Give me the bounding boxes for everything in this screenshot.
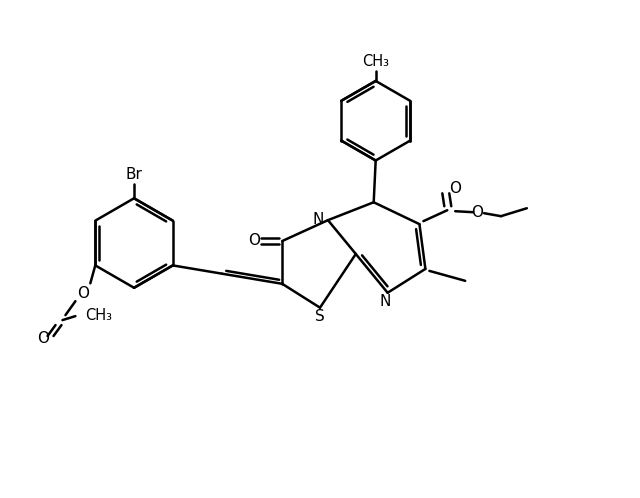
Text: N: N xyxy=(380,294,391,309)
Text: N: N xyxy=(312,212,324,227)
Text: O: O xyxy=(248,233,260,248)
Text: O: O xyxy=(471,205,483,220)
Text: CH₃: CH₃ xyxy=(85,308,113,323)
Text: O: O xyxy=(77,286,90,301)
Text: O: O xyxy=(449,181,461,196)
Text: S: S xyxy=(315,309,325,324)
Text: O: O xyxy=(38,332,49,347)
Text: CH₃: CH₃ xyxy=(362,54,389,69)
Text: Br: Br xyxy=(125,167,143,182)
